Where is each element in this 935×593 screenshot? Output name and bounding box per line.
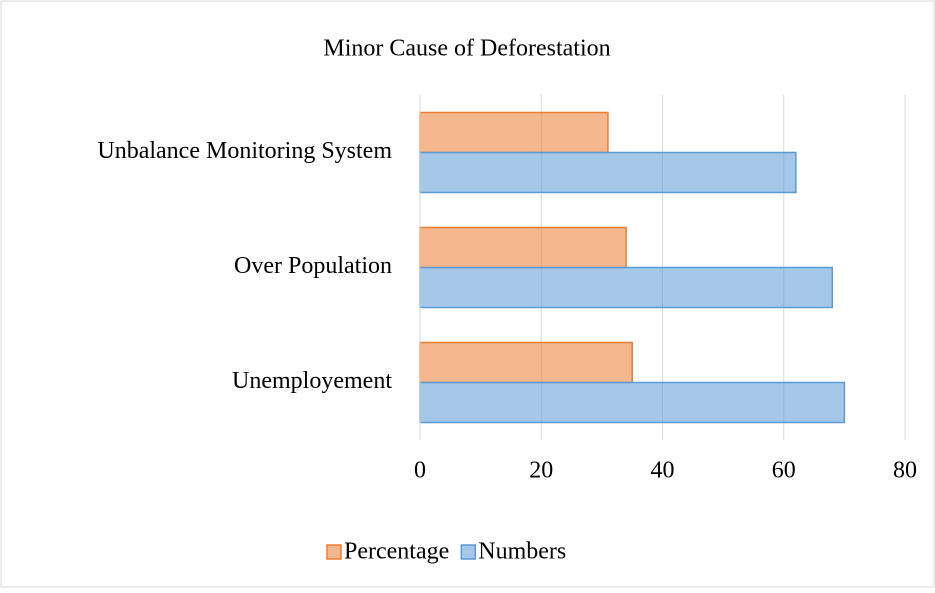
- x-tick-label: 80: [893, 458, 917, 484]
- bar: [419, 151, 797, 194]
- x-tick-label: 0: [414, 458, 426, 484]
- bar: [419, 111, 609, 154]
- bar: [419, 266, 833, 309]
- x-tick-label: 40: [651, 458, 675, 484]
- bar: [419, 226, 627, 269]
- legend-swatch: [326, 544, 342, 560]
- bar: [419, 381, 846, 424]
- chart-title: Minor Cause of Deforestation: [323, 36, 610, 62]
- x-tick-label: 60: [772, 458, 796, 484]
- x-tick-label: 20: [529, 458, 553, 484]
- bar: [419, 341, 633, 384]
- y-tick-label: Unbalance Monitoring System: [97, 138, 392, 164]
- legend-label: Numbers: [478, 539, 566, 565]
- legend-swatch: [460, 544, 477, 560]
- legend-label: Percentage: [344, 539, 449, 565]
- y-tick-label: Unemployement: [232, 368, 392, 394]
- y-tick-label: Over Population: [234, 253, 392, 279]
